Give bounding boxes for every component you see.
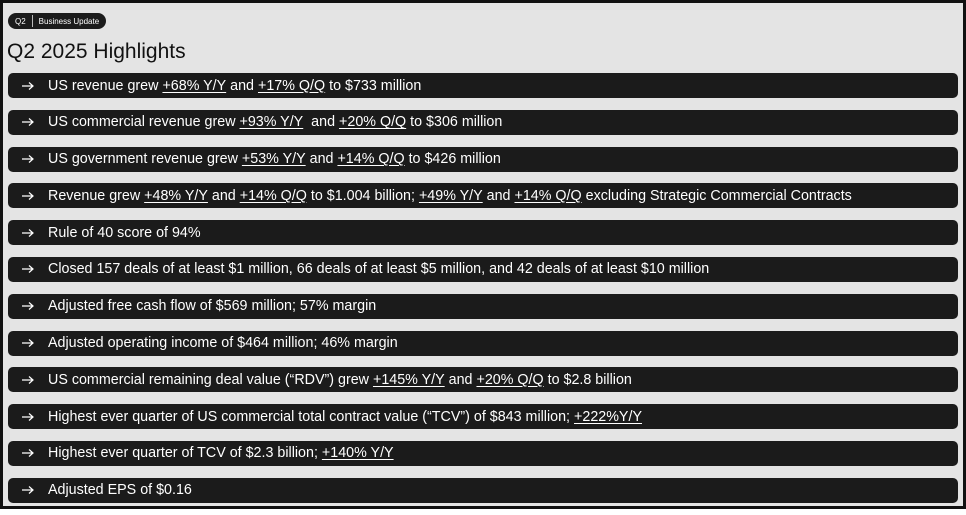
highlight-text: to $2.8 billion <box>543 371 632 388</box>
arrow <box>22 412 34 421</box>
arrow <box>22 118 34 127</box>
arrow-icon <box>22 191 34 200</box>
highlight-text: to $1.004 billion; <box>306 187 419 204</box>
highlight-row: US commercial remaining deal value (“RDV… <box>8 367 958 393</box>
badge: Q2 Business Update <box>8 13 107 29</box>
arrow-icon <box>22 118 34 127</box>
highlight-row: Adjusted free cash flow of $569 million;… <box>8 293 958 319</box>
highlight-metric: +14% Q/Q <box>337 151 405 168</box>
highlight-metric: +68% Y/Y <box>162 77 227 94</box>
highlight-metric: +48% Y/Y <box>144 187 208 204</box>
arrow-icon <box>22 81 34 90</box>
highlight-text: and <box>207 187 240 204</box>
arrow <box>22 265 34 274</box>
highlight-text: Closed 157 deals of at least $1 million,… <box>48 261 710 278</box>
arrow <box>22 81 34 90</box>
highlight-text: and <box>444 371 477 388</box>
arrow <box>22 339 34 348</box>
highlight-row: Closed 157 deals of at least $1 million,… <box>8 256 958 282</box>
highlight-text: excluding Strategic Commercial Contracts <box>581 187 852 204</box>
highlight-text: Revenue grew <box>48 187 145 204</box>
highlight-metric: +20% Q/Q <box>476 371 544 388</box>
highlight-text: and <box>482 187 515 204</box>
highlight-row: Highest ever quarter of US commercial to… <box>8 404 958 430</box>
badge-quarter: Q2 <box>15 16 26 26</box>
highlight-metric: +14% Q/Q <box>514 187 582 204</box>
highlight-metric: +53% Y/Y <box>241 151 306 168</box>
highlight-row: Revenue grew +48% Y/Y and +14% Q/Q to $1… <box>8 183 958 209</box>
highlight-text: US commercial remaining deal value (“RDV… <box>48 371 373 388</box>
arrow-icon <box>22 228 34 237</box>
arrow-icon <box>22 265 34 274</box>
highlight-text: and <box>226 77 258 94</box>
arrow <box>22 375 34 384</box>
highlight-metric: +17% Q/Q <box>257 77 326 94</box>
arrow-icon <box>22 375 34 384</box>
highlight-text: and <box>305 151 338 168</box>
highlight-text: US revenue grew <box>48 77 163 94</box>
arrow <box>22 302 34 311</box>
badge-label: Business Update <box>38 16 100 26</box>
badge-divider <box>31 15 33 27</box>
highlight-metric: +145% Y/Y <box>372 371 445 388</box>
arrow-icon <box>22 449 34 458</box>
highlight-text: to $426 million <box>404 151 501 168</box>
arrow <box>22 449 34 458</box>
title: Q2 2025 Highlights <box>7 40 186 63</box>
highlight-text: Adjusted operating income of $464 millio… <box>48 335 398 352</box>
highlight-text: to $733 million <box>325 77 422 94</box>
arrow-icon <box>22 486 34 495</box>
arrow-icon <box>22 339 34 348</box>
highlight-row: Rule of 40 score of 94% <box>8 220 958 246</box>
highlight-row: US revenue grew +68% Y/Y and +17% Q/Q to… <box>8 73 958 98</box>
highlight-metric: +93% Y/Y <box>239 114 304 131</box>
highlight-row: US government revenue grew +53% Y/Y and … <box>8 146 958 172</box>
highlight-row: Highest ever quarter of TCV of $2.3 bill… <box>8 440 958 466</box>
highlight-metric: +222%Y/Y <box>574 408 642 425</box>
highlight-row: Adjusted operating income of $464 millio… <box>8 330 958 356</box>
arrow-icon <box>22 155 34 164</box>
highlight-metric: +140% Y/Y <box>321 445 394 462</box>
highlight-row: US commercial revenue grew +93% Y/Y and … <box>8 109 958 135</box>
highlight-metric: +20% Q/Q <box>339 114 407 131</box>
arrow <box>22 155 34 164</box>
arrow-icon <box>22 412 34 421</box>
arrow <box>22 228 34 237</box>
highlight-text: Rule of 40 score of 94% <box>48 224 201 241</box>
highlight-row: Adjusted EPS of $0.16 <box>8 477 958 503</box>
highlight-text: US commercial revenue grew <box>48 114 240 131</box>
arrow-icon <box>22 302 34 311</box>
highlight-text: to $306 million <box>406 114 503 131</box>
highlight-list: US revenue grew +68% Y/Y and +17% Q/Q to… <box>8 73 958 515</box>
highlight-text: Adjusted free cash flow of $569 million;… <box>48 298 377 315</box>
highlight-text: US government revenue grew <box>48 151 242 168</box>
highlight-text: Highest ever quarter of TCV of $2.3 bill… <box>48 445 322 462</box>
arrow <box>22 486 34 495</box>
highlight-text: Adjusted EPS of $0.16 <box>48 482 192 499</box>
highlight-metric: +14% Q/Q <box>239 187 307 204</box>
highlight-text: and <box>303 114 340 131</box>
highlight-metric: +49% Y/Y <box>418 187 483 204</box>
highlight-text: Highest ever quarter of US commercial to… <box>48 408 575 425</box>
arrow <box>22 191 34 200</box>
